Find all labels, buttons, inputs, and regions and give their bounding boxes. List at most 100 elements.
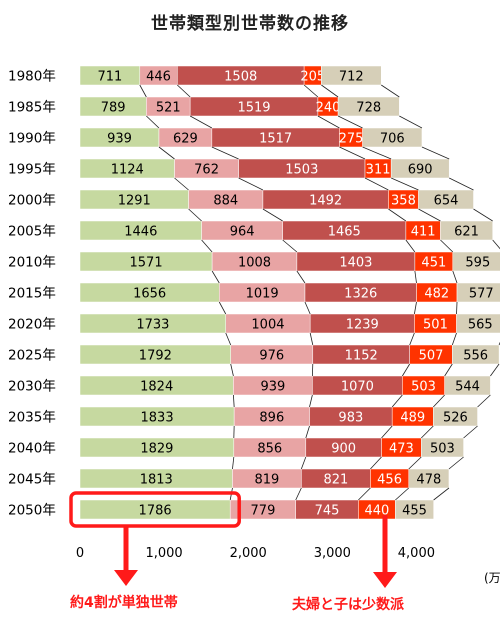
- category-label: 2000年: [8, 193, 56, 209]
- bar-segment: [79, 189, 189, 210]
- right-annotation: 夫婦と子は少数派: [292, 596, 405, 613]
- connector-line: [492, 239, 500, 250]
- connector-line: [305, 425, 310, 439]
- category-label: 1985年: [8, 100, 56, 116]
- data-label: 983: [338, 411, 363, 426]
- connector-line: [262, 208, 283, 222]
- bar-segment: [391, 406, 434, 427]
- connector-line: [304, 301, 311, 315]
- bar-segment: [296, 251, 416, 272]
- bar-segment: [233, 406, 310, 427]
- data-label: 526: [443, 411, 468, 426]
- data-label: 690: [408, 163, 433, 178]
- data-label: 595: [465, 256, 490, 271]
- connector-line: [370, 456, 382, 470]
- category-label: 2015年: [8, 286, 56, 302]
- bar-segment: [189, 96, 319, 117]
- bar-segment: [233, 375, 313, 396]
- data-label: 900: [331, 442, 356, 457]
- bar-segment: [79, 344, 231, 365]
- connector-line: [188, 208, 202, 222]
- connector-line: [211, 270, 220, 284]
- bar-segment: [390, 158, 450, 179]
- category-label: 2040年: [8, 441, 56, 457]
- category-label: 2025年: [8, 348, 56, 364]
- data-label: 1824: [140, 380, 173, 395]
- connector-line: [225, 332, 232, 346]
- connector-line: [381, 84, 400, 98]
- data-label: 489: [400, 411, 425, 426]
- data-label: 1403: [339, 256, 372, 271]
- connector-line: [463, 425, 478, 439]
- connector-line: [337, 115, 363, 129]
- data-label: 976: [259, 349, 284, 364]
- data-label: 205: [300, 70, 325, 85]
- connector-line: [420, 425, 434, 439]
- bar-segment: [79, 251, 213, 272]
- bar-segment: [364, 158, 392, 179]
- bar-segment: [305, 437, 382, 458]
- bar-segment: [456, 282, 500, 303]
- data-label: 473: [389, 442, 414, 457]
- bar-segment: [211, 251, 298, 272]
- data-label: 779: [251, 504, 276, 519]
- data-label: 939: [260, 380, 285, 395]
- connector-line: [473, 208, 493, 222]
- connector-line: [405, 239, 416, 253]
- data-label: 819: [254, 473, 279, 488]
- data-label: 544: [455, 380, 480, 395]
- bar-segment: [416, 282, 458, 303]
- bar-segment: [225, 313, 311, 334]
- connector-line: [211, 146, 239, 160]
- bar-segment: [304, 282, 417, 303]
- connector-line: [433, 394, 445, 408]
- x-tick-label: 4,000: [398, 546, 435, 561]
- data-label: 821: [323, 473, 348, 488]
- bar-segment: [139, 65, 178, 86]
- bar-segment: [229, 499, 296, 520]
- connector-line: [238, 177, 264, 191]
- connector-line: [402, 363, 411, 377]
- data-label: 478: [416, 473, 441, 488]
- data-label: 507: [419, 349, 444, 364]
- connector-line: [303, 84, 319, 98]
- bar-segment: [309, 406, 393, 427]
- connector-line: [433, 487, 450, 501]
- bar-segment: [303, 65, 322, 86]
- data-label: 1465: [328, 225, 361, 240]
- x-tick-label: 3,000: [314, 546, 351, 561]
- bar-segment: [230, 344, 314, 365]
- data-label: 440: [364, 504, 389, 519]
- connector-line: [364, 177, 389, 191]
- connector-line: [358, 487, 371, 501]
- bar-segment: [414, 251, 454, 272]
- data-label: 1508: [224, 70, 257, 85]
- data-label: 712: [339, 70, 364, 85]
- data-label: 654: [434, 194, 459, 209]
- data-label: 1829: [140, 442, 173, 457]
- bar-segment: [79, 313, 226, 334]
- connector-line: [317, 115, 340, 129]
- data-label: 711: [97, 70, 122, 85]
- connector-line: [174, 177, 189, 191]
- bar-segment: [358, 499, 396, 520]
- bar-segment: [408, 468, 450, 489]
- bar-segment: [79, 437, 235, 458]
- data-label: 503: [411, 380, 436, 395]
- connector-line: [300, 456, 307, 470]
- connector-line: [282, 239, 298, 253]
- data-label: 1571: [130, 256, 163, 271]
- data-label: 1519: [237, 101, 270, 116]
- highlight-box: [69, 491, 241, 528]
- data-label: 275: [339, 132, 364, 147]
- data-label: 1503: [285, 163, 318, 178]
- data-label: 1656: [133, 287, 166, 302]
- bar-segment: [440, 220, 493, 241]
- data-label: 521: [156, 101, 181, 116]
- data-label: 1833: [141, 411, 174, 426]
- connector-line: [309, 394, 313, 408]
- connector-line: [321, 84, 339, 98]
- connector-line: [414, 270, 417, 284]
- data-label: 856: [257, 442, 282, 457]
- bar-segment: [188, 189, 264, 210]
